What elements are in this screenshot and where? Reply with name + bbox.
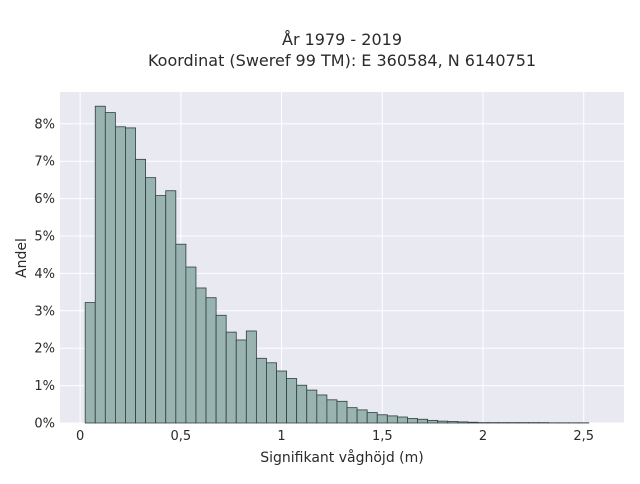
histogram-bar	[347, 408, 357, 423]
y-tick-label: 6%	[34, 192, 55, 207]
histogram-bar	[428, 420, 438, 423]
histogram-bar	[448, 422, 458, 423]
histogram-bar	[236, 340, 246, 423]
x-tick-label: 0,5	[171, 429, 192, 444]
histogram-bar	[357, 410, 367, 423]
histogram-bar	[418, 419, 428, 423]
histogram-bar	[438, 421, 448, 423]
histogram-bar	[125, 128, 135, 423]
histogram-bar	[226, 332, 236, 423]
histogram-bar	[95, 106, 105, 423]
histogram-bar	[196, 288, 206, 423]
y-tick-label: 5%	[34, 229, 55, 244]
chart-title-line1: År 1979 - 2019	[282, 30, 402, 49]
histogram-bar	[317, 395, 327, 423]
histogram-bar	[136, 159, 146, 423]
histogram-bar	[115, 127, 125, 423]
y-tick-label: 2%	[34, 342, 55, 357]
histogram-bar	[387, 416, 397, 423]
histogram-bar	[377, 415, 387, 423]
histogram-bar	[166, 191, 176, 423]
histogram-bar	[266, 363, 276, 423]
histogram-bar	[407, 419, 417, 423]
x-tick-labels: 0 0,5 1 1,5 2 2,5	[76, 429, 594, 444]
y-tick-label: 4%	[34, 267, 55, 282]
y-tick-label: 3%	[34, 304, 55, 319]
histogram-bar	[307, 390, 317, 423]
histogram-bar	[287, 378, 297, 423]
histogram-bar	[327, 400, 337, 423]
y-axis-title: Andel	[14, 238, 30, 278]
y-tick-label: 1%	[34, 379, 55, 394]
histogram-bar	[277, 371, 287, 423]
y-tick-label: 7%	[34, 155, 55, 170]
histogram-bar	[337, 401, 347, 423]
histogram-bar	[468, 422, 478, 423]
x-axis-title: Signifikant våghöjd (m)	[260, 449, 423, 466]
histogram-bar	[105, 113, 115, 423]
histogram-bar	[156, 196, 166, 423]
histogram-bar	[176, 244, 186, 423]
x-tick-label: 0	[76, 429, 84, 444]
y-tick-label: 0%	[34, 417, 55, 432]
y-tick-labels: 0% 1% 2% 3% 4% 5% 6% 7% 8%	[34, 117, 55, 431]
chart-title-line2: Koordinat (Sweref 99 TM): E 360584, N 61…	[148, 51, 536, 70]
histogram-bar	[367, 413, 377, 423]
histogram-bar	[256, 358, 266, 423]
histogram-bar	[216, 315, 226, 423]
histogram-bar	[85, 303, 95, 423]
histogram-bar	[297, 385, 307, 423]
histogram-bar	[206, 298, 216, 423]
histogram-bar	[186, 267, 196, 423]
histogram-bar	[146, 178, 156, 423]
histogram-bar	[458, 422, 468, 423]
histogram-bar	[246, 331, 256, 423]
x-tick-label: 1	[277, 429, 285, 444]
histogram-bar	[397, 417, 407, 423]
y-tick-label: 8%	[34, 117, 55, 132]
x-tick-label: 1,5	[372, 429, 393, 444]
x-tick-label: 2	[479, 429, 487, 444]
x-tick-label: 2,5	[573, 429, 594, 444]
